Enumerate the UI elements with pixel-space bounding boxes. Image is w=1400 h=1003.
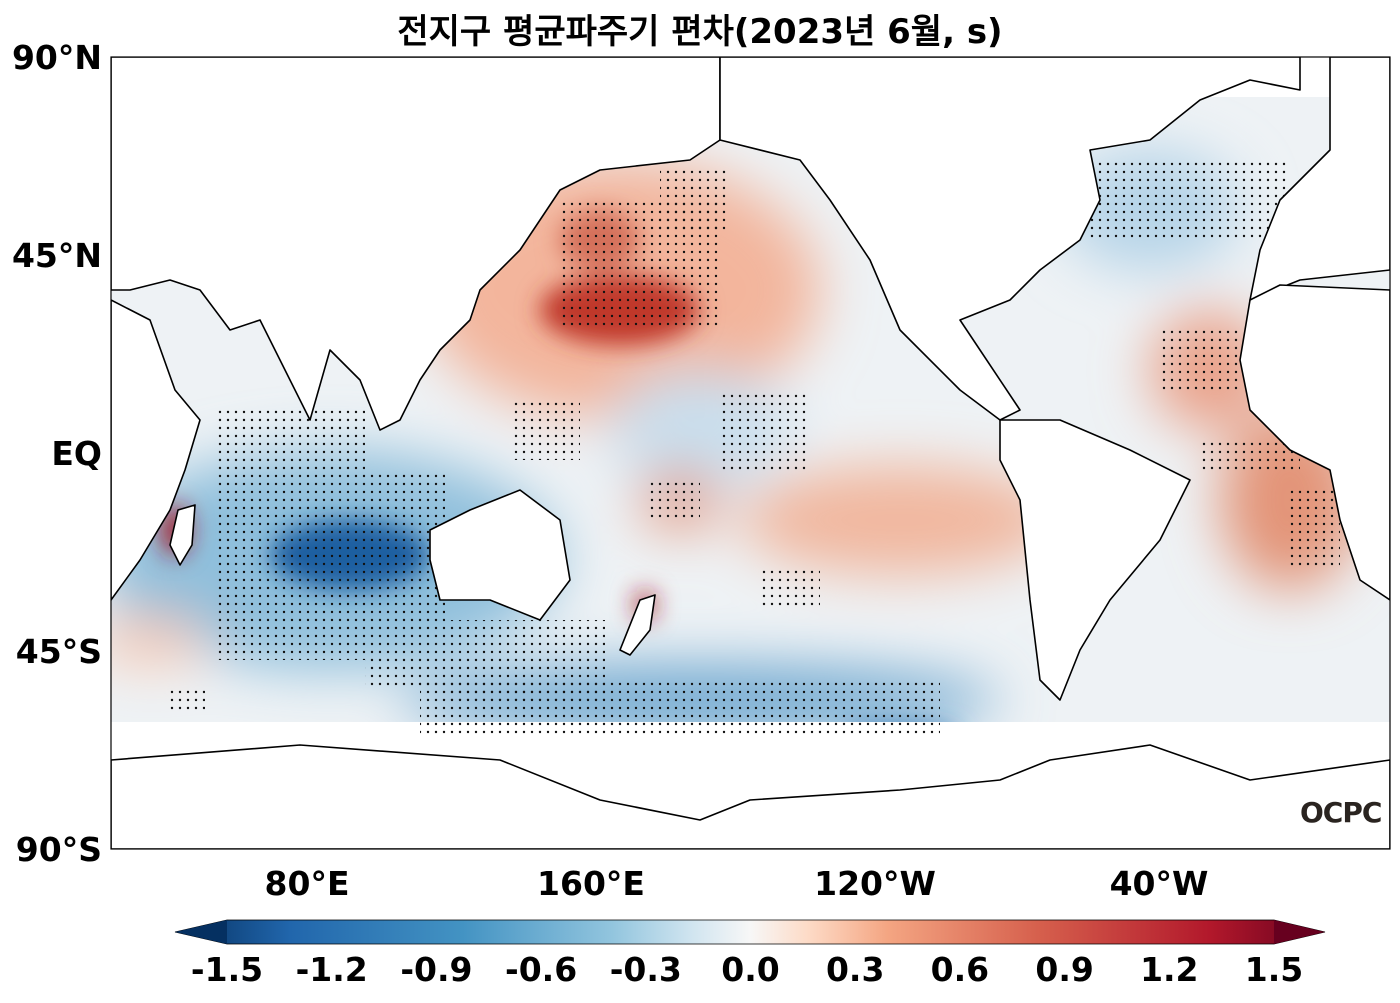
lon-label-40w: 40°W — [1109, 864, 1209, 903]
colorbar-tick-label: 1.5 — [1244, 950, 1304, 989]
europe — [1249, 57, 1390, 301]
antarctica — [111, 744, 1390, 849]
madagascar — [169, 504, 196, 566]
lon-label-120w: 120°W — [814, 864, 936, 903]
south-america — [999, 419, 1191, 701]
lat-label-45n: 45°N — [11, 236, 102, 275]
lat-label-90n: 90°N — [11, 38, 102, 77]
lat-label-eq: EQ — [51, 434, 102, 473]
lat-label-90s: 90°S — [15, 830, 102, 869]
australia — [429, 489, 571, 621]
colorbar-tick-label: -0.6 — [505, 950, 578, 989]
lon-label-160e: 160°E — [537, 864, 645, 903]
north-america-greenland — [719, 57, 1301, 421]
colorbar-tick-label: 0.6 — [930, 950, 990, 989]
colorbar-tick-label: 0.3 — [825, 950, 885, 989]
ocpc-logo: OCPC — [1300, 796, 1382, 829]
map-title: 전지구 평균파주기 편차(2023년 6월, s) — [397, 12, 1003, 52]
stippling — [170, 160, 1340, 735]
colorbar-tick-label: 1.2 — [1140, 950, 1199, 989]
lon-label-80e: 80°E — [264, 864, 350, 903]
lat-label-45s: 45°S — [15, 632, 102, 671]
colorbar-tick-label: -1.2 — [295, 950, 368, 989]
africa-east — [111, 299, 201, 601]
colorbar-tick-label: 0.9 — [1035, 950, 1094, 989]
colorbar-tick-label: -0.9 — [400, 950, 473, 989]
continents — [111, 57, 1390, 849]
new-zealand — [619, 594, 656, 656]
colorbar-tick-label: -1.5 — [190, 950, 264, 989]
eurasia — [111, 57, 721, 431]
colorbar — [174, 919, 1326, 945]
colorbar-tick-label: 0.0 — [721, 950, 780, 989]
map-frame — [110, 56, 1391, 850]
colorbar-tick-label: -0.3 — [609, 950, 682, 989]
africa-west — [1239, 284, 1390, 601]
